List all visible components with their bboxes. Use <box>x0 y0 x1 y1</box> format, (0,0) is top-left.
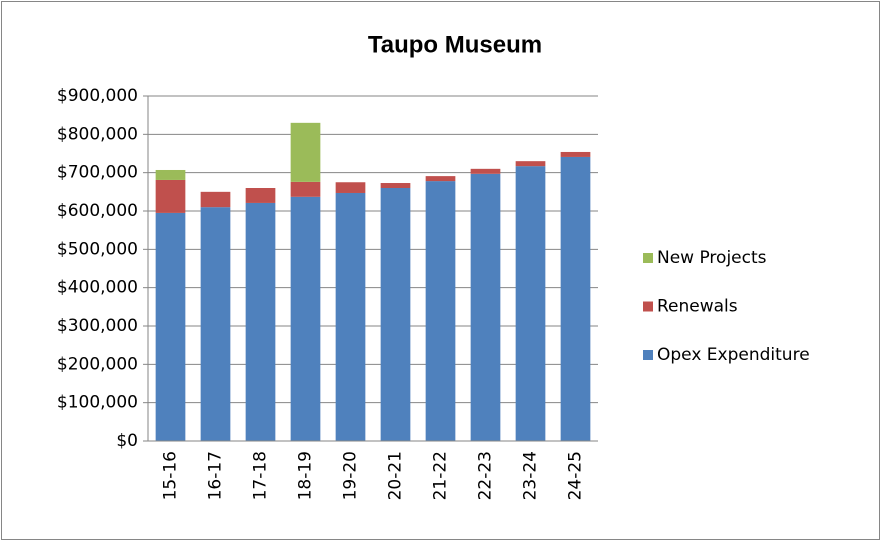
bar-segment <box>155 179 186 213</box>
bar-segment <box>560 156 591 441</box>
bar-segment <box>380 183 411 188</box>
x-tick-label: 23-24 <box>521 451 541 500</box>
x-tick-label: 20-21 <box>386 451 406 500</box>
bar-segment <box>155 169 186 180</box>
x-tick-label: 15-16 <box>161 451 181 500</box>
y-tick-label: $0 <box>116 431 138 451</box>
legend-label: Renewals <box>657 297 738 317</box>
legend-swatch <box>643 253 653 263</box>
y-tick-label: $500,000 <box>57 239 138 259</box>
bar-segment <box>200 191 231 208</box>
x-tick-label: 22-23 <box>476 451 496 500</box>
y-tick-label: $600,000 <box>57 201 138 221</box>
bar-segment <box>425 176 456 182</box>
bar-segment <box>155 212 186 441</box>
bar-segment <box>290 196 321 441</box>
bar-segment <box>470 173 501 442</box>
bar-segment <box>380 188 411 441</box>
bar-segment <box>290 181 321 197</box>
bar-segment <box>245 202 276 441</box>
y-tick-label: $700,000 <box>57 163 138 183</box>
bar-segment <box>335 192 366 441</box>
x-tick-label: 21-22 <box>431 451 451 500</box>
x-tick-label: 16-17 <box>206 451 226 500</box>
x-tick-label: 24-25 <box>566 451 586 500</box>
y-tick-label: $100,000 <box>57 393 138 413</box>
x-tick-label: 17-18 <box>251 451 271 500</box>
chart-title: Taupo Museum <box>368 31 542 58</box>
y-tick-label: $900,000 <box>57 86 138 106</box>
legend-swatch <box>643 350 653 360</box>
y-tick-label: $400,000 <box>57 278 138 298</box>
bar-segment <box>560 151 591 157</box>
legend-swatch <box>643 301 653 312</box>
x-tick-label: 19-20 <box>341 451 361 500</box>
legend-label: New Projects <box>657 248 767 268</box>
bar-segment <box>515 161 546 167</box>
legend-label: Opex Expenditure <box>657 345 810 365</box>
y-tick-label: $800,000 <box>57 124 138 144</box>
bar-segment <box>335 182 366 193</box>
bar-segment <box>425 181 456 441</box>
bar-segment <box>290 122 321 182</box>
y-tick-label: $200,000 <box>57 354 138 374</box>
bar-segment <box>200 207 231 441</box>
bar-segment <box>515 166 546 441</box>
bar-segment <box>245 188 276 203</box>
y-tick-label: $300,000 <box>57 316 138 336</box>
x-tick-label: 18-19 <box>296 451 316 500</box>
bar-segment <box>470 168 501 174</box>
